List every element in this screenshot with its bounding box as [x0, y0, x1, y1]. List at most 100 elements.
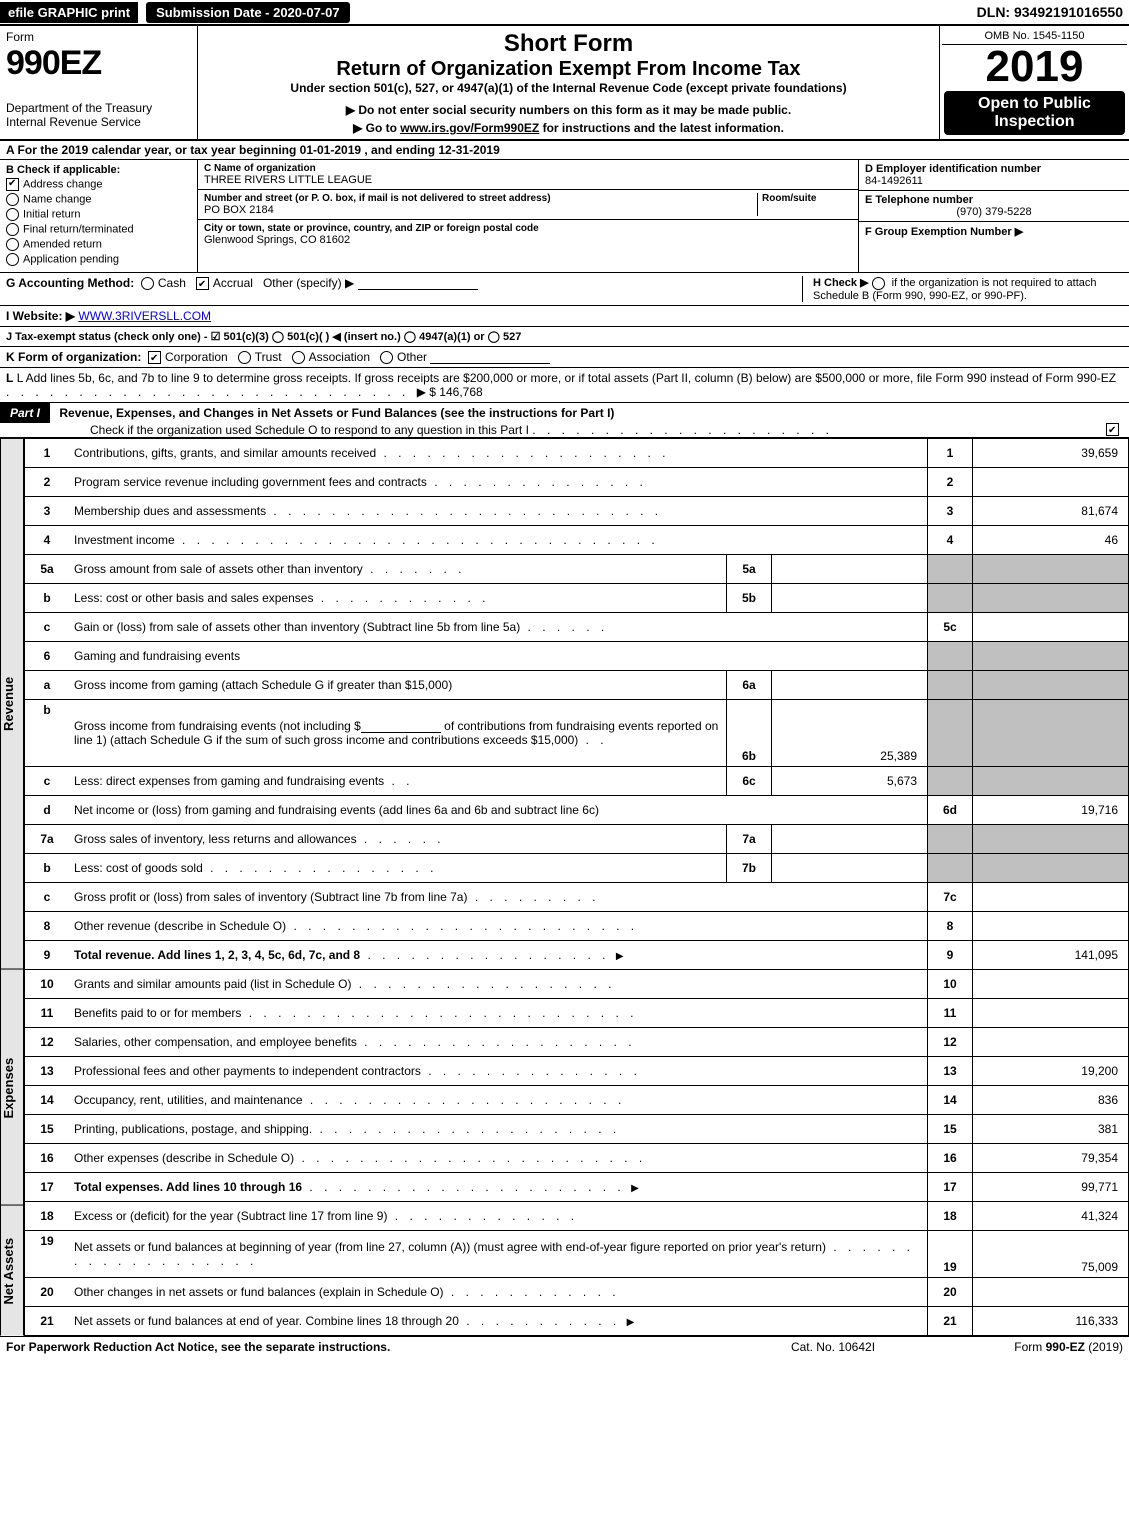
check-final-return[interactable]: Final return/terminated — [6, 223, 191, 236]
col-b-title: B Check if applicable: — [6, 164, 191, 176]
i-label: I Website: ▶ — [6, 309, 75, 323]
check-application-pending[interactable]: Application pending — [6, 253, 191, 266]
dots: . . . . . . . . . . . . . . . . . . . . … — [532, 423, 833, 437]
radio-icon[interactable] — [238, 351, 251, 364]
table-row: 19Net assets or fund balances at beginni… — [25, 1230, 1129, 1277]
g-other: Other (specify) ▶ — [263, 276, 354, 290]
g-label: G Accounting Method: — [6, 276, 134, 290]
group-exemption-row: F Group Exemption Number ▶ — [859, 222, 1129, 241]
room-label: Room/suite — [762, 193, 852, 204]
footer-mid: Cat. No. 10642I — [743, 1340, 923, 1354]
g-accrual: Accrual — [213, 276, 253, 290]
contrib-input[interactable] — [361, 720, 441, 733]
ein-value: 84-1492611 — [865, 175, 1123, 187]
form-header: Form 990EZ Department of the Treasury In… — [0, 26, 1129, 141]
table-row: cLess: direct expenses from gaming and f… — [25, 766, 1129, 795]
dept-treasury: Department of the Treasury — [6, 101, 191, 115]
k-assoc: Association — [309, 350, 370, 364]
radio-icon[interactable] — [292, 351, 305, 364]
table-row: 8Other revenue (describe in Schedule O) … — [25, 911, 1129, 940]
g-other-input[interactable] — [358, 277, 478, 290]
row-h: H Check ▶ if the organization is not req… — [802, 276, 1123, 302]
street-row: Number and street (or P. O. box, if mail… — [198, 190, 858, 220]
table-row: cGain or (loss) from sale of assets othe… — [25, 612, 1129, 641]
row-g-h: G Accounting Method: Cash Accrual Other … — [0, 273, 1129, 306]
table-row: 9Total revenue. Add lines 1, 2, 3, 4, 5c… — [25, 940, 1129, 969]
checkbox-icon[interactable] — [196, 277, 209, 290]
header-right: OMB No. 1545-1150 2019 Open to Public In… — [939, 26, 1129, 139]
table-row: 14Occupancy, rent, utilities, and mainte… — [25, 1085, 1129, 1114]
footer-left: For Paperwork Reduction Act Notice, see … — [6, 1340, 743, 1354]
part1-title: Revenue, Expenses, and Changes in Net As… — [53, 406, 614, 420]
table-row: 18Excess or (deficit) for the year (Subt… — [25, 1201, 1129, 1230]
side-label-expenses: Expenses — [0, 969, 24, 1206]
column-c-wrap: C Name of organization THREE RIVERS LITT… — [198, 160, 1129, 272]
line-num: 1 — [25, 438, 70, 467]
city-label: City or town, state or province, country… — [204, 223, 852, 234]
ein-label: D Employer identification number — [865, 163, 1123, 175]
row-k: K Form of organization: Corporation Trus… — [0, 347, 1129, 368]
table-row: bLess: cost or other basis and sales exp… — [25, 583, 1129, 612]
check-name-change[interactable]: Name change — [6, 193, 191, 206]
arrow-icon — [628, 1180, 642, 1194]
radio-icon[interactable] — [872, 277, 885, 290]
g-cash: Cash — [158, 276, 186, 290]
under-section-text: Under section 501(c), 527, or 4947(a)(1)… — [208, 81, 929, 95]
side-label-revenue: Revenue — [0, 438, 24, 969]
table-row: aGross income from gaming (attach Schedu… — [25, 670, 1129, 699]
submission-date-badge: Submission Date - 2020-07-07 — [146, 2, 350, 23]
table-row: 15Printing, publications, postage, and s… — [25, 1114, 1129, 1143]
table-row: 10Grants and similar amounts paid (list … — [25, 969, 1129, 998]
efile-print-button[interactable]: efile GRAPHIC print — [0, 2, 138, 23]
footer-right: Form 990-EZ (2019) — [923, 1340, 1123, 1354]
checkbox-icon[interactable] — [148, 351, 161, 364]
checkbox-icon[interactable] — [1106, 423, 1119, 436]
org-name-row: C Name of organization THREE RIVERS LITT… — [198, 160, 858, 190]
header-center: Short Form Return of Organization Exempt… — [198, 26, 939, 139]
misc-rows: G Accounting Method: Cash Accrual Other … — [0, 273, 1129, 403]
table-row: 13Professional fees and other payments t… — [25, 1056, 1129, 1085]
check-initial-return[interactable]: Initial return — [6, 208, 191, 221]
goto-post: for instructions and the latest informat… — [539, 121, 784, 135]
table-row: dNet income or (loss) from gaming and fu… — [25, 795, 1129, 824]
radio-icon[interactable] — [141, 277, 154, 290]
radio-icon[interactable] — [380, 351, 393, 364]
website-link[interactable]: WWW.3RIVERSLL.COM — [78, 309, 211, 323]
check-address-change[interactable]: Address change — [6, 178, 191, 191]
phone-label: E Telephone number — [865, 194, 1123, 206]
k-label: K Form of organization: — [6, 350, 141, 364]
irs-label: Internal Revenue Service — [6, 115, 191, 129]
org-name: THREE RIVERS LITTLE LEAGUE — [204, 174, 852, 186]
open-to-public: Open to Public Inspection — [944, 91, 1125, 135]
table-row: 3Membership dues and assessments . . . .… — [25, 496, 1129, 525]
dln-label: DLN: 93492191016550 — [977, 4, 1129, 20]
l-amount-label: ▶ $ — [417, 385, 436, 399]
radio-icon — [6, 223, 19, 236]
table-row: 2Program service revenue including gover… — [25, 467, 1129, 496]
short-form-title: Short Form — [208, 30, 929, 58]
row-i: I Website: ▶ WWW.3RIVERSLL.COM — [0, 306, 1129, 327]
part1-header-row: Part I Revenue, Expenses, and Changes in… — [0, 403, 1129, 438]
l-amount: 146,768 — [439, 385, 482, 399]
street-label: Number and street (or P. O. box, if mail… — [204, 193, 757, 204]
table-row: 1Contributions, gifts, grants, and simil… — [25, 438, 1129, 467]
page-footer: For Paperwork Reduction Act Notice, see … — [0, 1336, 1129, 1357]
k-trust: Trust — [255, 350, 282, 364]
check-amended-return[interactable]: Amended return — [6, 238, 191, 251]
row-g: G Accounting Method: Cash Accrual Other … — [6, 276, 802, 302]
do-not-enter-text: ▶ Do not enter social security numbers o… — [208, 103, 929, 117]
j-text: J Tax-exempt status (check only one) - ☑… — [6, 331, 521, 343]
radio-icon — [6, 253, 19, 266]
column-d: D Employer identification number 84-1492… — [859, 160, 1129, 272]
checkbox-icon — [6, 178, 19, 191]
h-label: H Check ▶ — [813, 277, 869, 289]
irs-link[interactable]: www.irs.gov/Form990EZ — [400, 121, 539, 135]
k-other-input[interactable] — [430, 351, 550, 364]
header-left: Form 990EZ Department of the Treasury In… — [0, 26, 198, 139]
goto-pre: ▶ Go to — [353, 121, 400, 135]
city-value: Glenwood Springs, CO 81602 — [204, 234, 852, 246]
row-l: L L Add lines 5b, 6c, and 7b to line 9 t… — [0, 368, 1129, 403]
side-label-net-assets: Net Assets — [0, 1205, 24, 1336]
org-name-label: C Name of organization — [204, 163, 852, 174]
table-row: 11Benefits paid to or for members . . . … — [25, 998, 1129, 1027]
